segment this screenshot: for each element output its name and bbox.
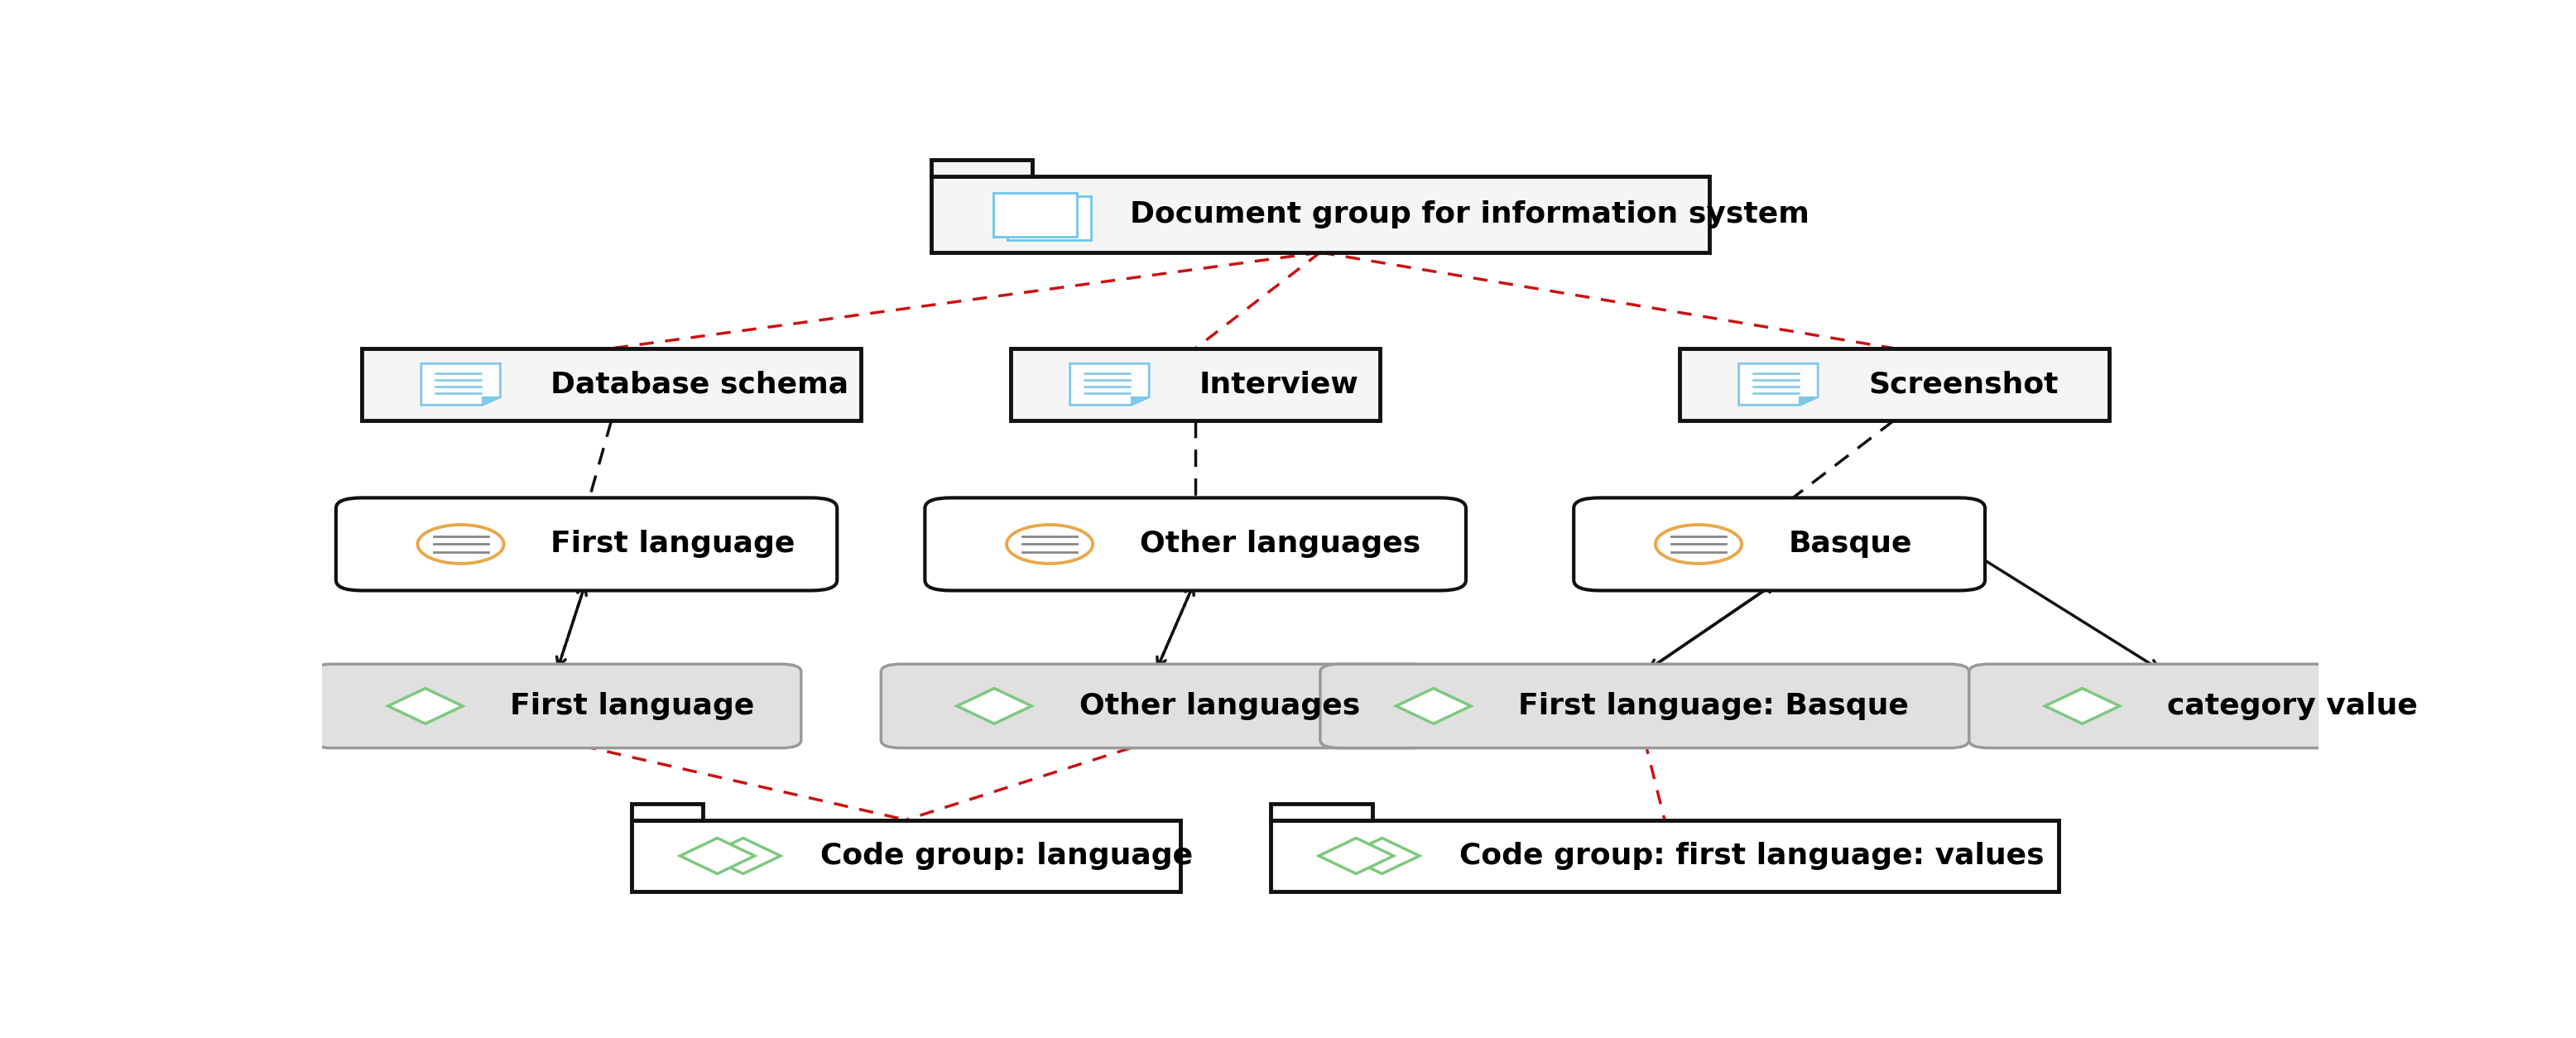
FancyBboxPatch shape <box>1270 804 1373 820</box>
Polygon shape <box>482 397 500 405</box>
FancyBboxPatch shape <box>1574 498 1986 591</box>
Text: Database schema: Database schema <box>551 371 848 399</box>
Polygon shape <box>1801 397 1819 405</box>
Text: Basque: Basque <box>1788 530 1911 558</box>
FancyBboxPatch shape <box>1680 349 2110 420</box>
Text: First language: Basque: First language: Basque <box>1517 692 1909 720</box>
FancyBboxPatch shape <box>1319 664 1968 748</box>
FancyBboxPatch shape <box>994 193 1077 237</box>
FancyBboxPatch shape <box>312 664 801 748</box>
FancyBboxPatch shape <box>1007 196 1090 240</box>
FancyBboxPatch shape <box>335 498 837 591</box>
Text: Code group: first language: values: Code group: first language: values <box>1458 842 2043 870</box>
Polygon shape <box>680 838 755 874</box>
Text: Other languages: Other languages <box>1079 692 1360 720</box>
FancyBboxPatch shape <box>881 664 1430 748</box>
Polygon shape <box>1069 363 1149 405</box>
Polygon shape <box>2045 688 2120 723</box>
Polygon shape <box>1345 838 1419 874</box>
Ellipse shape <box>1656 525 1741 564</box>
FancyBboxPatch shape <box>631 820 1180 892</box>
Polygon shape <box>1319 838 1394 874</box>
Polygon shape <box>956 688 1030 723</box>
Text: Code group: language: Code group: language <box>819 842 1193 870</box>
Text: Interview: Interview <box>1200 371 1360 399</box>
FancyBboxPatch shape <box>631 804 703 820</box>
Text: category value: category value <box>2166 692 2419 720</box>
Polygon shape <box>422 363 500 405</box>
FancyBboxPatch shape <box>925 498 1466 591</box>
Polygon shape <box>1396 688 1471 723</box>
Polygon shape <box>389 688 464 723</box>
FancyBboxPatch shape <box>930 176 1710 252</box>
FancyBboxPatch shape <box>1968 664 2360 748</box>
Polygon shape <box>1739 363 1819 405</box>
Text: Document group for information system: Document group for information system <box>1131 200 1808 228</box>
FancyBboxPatch shape <box>930 160 1033 176</box>
FancyBboxPatch shape <box>1270 820 2058 892</box>
Text: First language: First language <box>510 692 755 720</box>
Ellipse shape <box>417 525 505 564</box>
FancyBboxPatch shape <box>1010 349 1381 420</box>
FancyBboxPatch shape <box>361 349 860 420</box>
Text: First language: First language <box>551 530 796 558</box>
Text: Screenshot: Screenshot <box>1868 371 2058 399</box>
Polygon shape <box>706 838 781 874</box>
Ellipse shape <box>1007 525 1092 564</box>
Polygon shape <box>1131 397 1149 405</box>
Text: Other languages: Other languages <box>1139 530 1419 558</box>
